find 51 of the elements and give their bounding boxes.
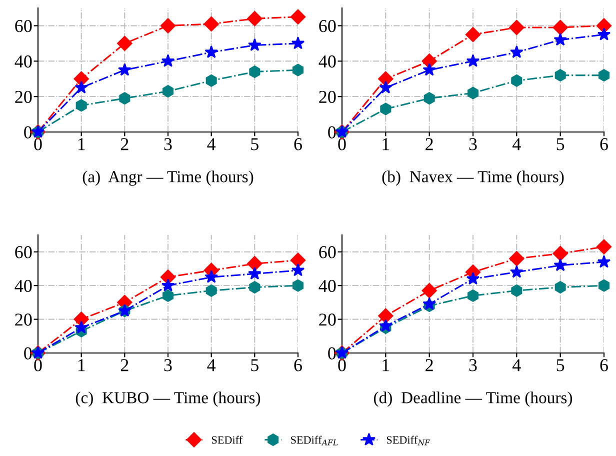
y-tick-label: 40	[318, 280, 336, 292]
x-axis-title: (b) Navex — Time (hours)	[382, 170, 564, 186]
x-tick-label: 6	[294, 138, 302, 150]
y-tick-label: 0	[328, 347, 336, 360]
y-tick-label: 0	[328, 126, 336, 138]
x-tick-label: 0	[338, 359, 346, 372]
x-tick-label: 0	[34, 138, 42, 150]
legend-label: SEDiff	[212, 436, 243, 444]
y-tick-label: 20	[319, 90, 336, 104]
x-tick-label: 0	[338, 138, 346, 150]
y-tick-label: 40	[14, 55, 32, 68]
y-tick-label: 40	[14, 280, 32, 292]
x-tick-label: 1	[382, 138, 390, 150]
x-tick-label: 1	[382, 359, 390, 372]
x-tick-label: 6	[294, 359, 302, 372]
x-tick-label: 2	[120, 359, 128, 372]
x-tick-label: 0	[34, 359, 42, 372]
y-tick-label: 60	[15, 20, 32, 32]
x-axis-title: (c) KUBO — Time (hours)	[76, 392, 260, 407]
x-tick-label: 6	[600, 138, 608, 150]
x-tick-label: 3	[469, 138, 477, 150]
y-tick-label: 40	[318, 55, 336, 68]
x-axis-title: (d) Deadline — Time (hours)	[374, 392, 572, 407]
x-tick-label: 4	[207, 359, 216, 372]
x-tick-label: 3	[469, 359, 477, 372]
x-tick-label: 4	[512, 359, 521, 372]
x-tick-label: 2	[426, 138, 433, 150]
x-axis-title: (a) Angr — Time (hours)	[82, 170, 254, 186]
y-tick-label: 20	[319, 314, 336, 326]
x-tick-label: 3	[164, 359, 172, 372]
x-tick-label: 4	[512, 138, 521, 150]
x-tick-label: 1	[78, 359, 85, 372]
x-tick-label: 5	[251, 138, 258, 150]
y-tick-label: 60	[319, 20, 336, 32]
x-tick-label: 5	[556, 359, 564, 372]
x-tick-label: 4	[207, 138, 216, 150]
y-tick-label: 20	[15, 90, 32, 104]
x-tick-label: 2	[120, 138, 128, 150]
legend-label: SEDiff$_{NF}$	[386, 436, 430, 446]
x-tick-label: 1	[78, 138, 85, 150]
x-tick-label: 5	[251, 359, 258, 372]
y-tick-label: 60	[15, 246, 32, 258]
x-tick-label: 5	[556, 138, 564, 150]
y-tick-label: 20	[15, 314, 32, 326]
y-tick-label: 0	[24, 126, 32, 138]
x-tick-label: 6	[600, 359, 608, 372]
x-tick-label: 2	[426, 359, 433, 372]
y-tick-label: 60	[319, 246, 336, 258]
x-tick-label: 3	[164, 138, 172, 150]
y-tick-label: 0	[24, 347, 32, 360]
legend-label: SEDiff$_{AFL}$	[291, 436, 338, 446]
